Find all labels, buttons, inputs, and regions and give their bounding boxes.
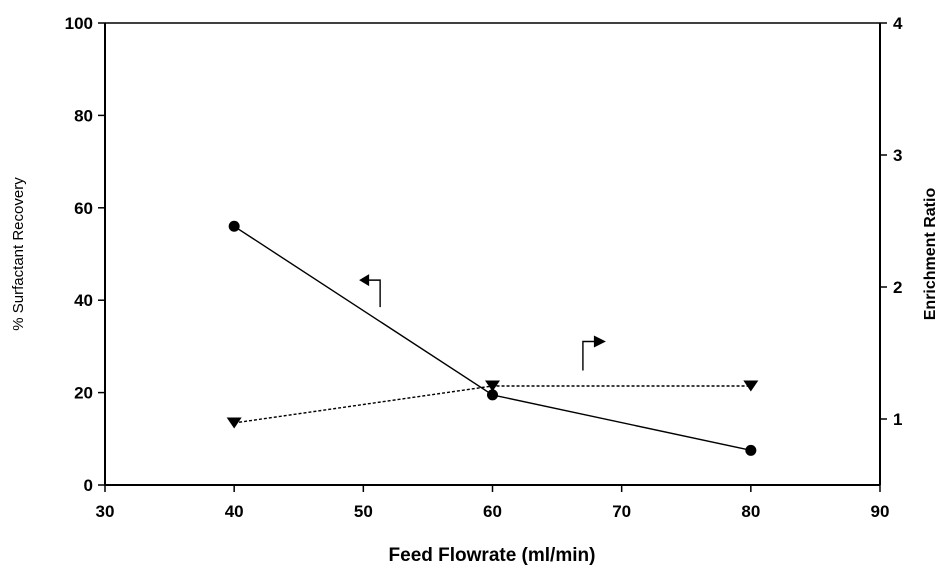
- series-layer: [226, 220, 759, 456]
- data-point-circle: [487, 389, 498, 401]
- annotation-layer: [359, 274, 606, 371]
- x-tick-label: 70: [612, 502, 631, 521]
- data-point-circle: [745, 444, 757, 456]
- arrow-right-head: [593, 335, 606, 348]
- y-axis-left: 0 20 40 60 80 100: [65, 14, 105, 495]
- x-axis: 30 40 50 60 70 80 90: [96, 485, 890, 521]
- x-tick-label: 40: [225, 502, 244, 521]
- arrow-right-shaft: [582, 340, 595, 371]
- y2-tick-label: 3: [893, 146, 902, 165]
- arrow-left-head: [359, 274, 370, 287]
- x-tick-label: 50: [354, 502, 373, 521]
- data-point-circle: [228, 220, 240, 232]
- y2-tick-label: 2: [893, 278, 902, 297]
- y-tick-label: 0: [84, 476, 93, 495]
- data-point-triangle: [485, 380, 500, 392]
- y-tick-label: 40: [74, 291, 93, 310]
- y-axis-right: 1 2 3 4: [880, 14, 903, 429]
- x-tick-label: 30: [96, 502, 115, 521]
- x-tick-label: 80: [741, 502, 760, 521]
- x-tick-label: 60: [483, 502, 502, 521]
- y2-tick-label: 1: [893, 410, 902, 429]
- x-axis-title: Feed Flowrate (ml/min): [389, 545, 596, 566]
- y-axis-left-title: % Surfactant Recovery: [10, 177, 27, 331]
- data-point-triangle: [743, 380, 759, 392]
- y-tick-label: 20: [74, 384, 93, 403]
- series-line-1: [233, 225, 751, 452]
- data-point-triangle: [226, 417, 242, 429]
- y-tick-label: 100: [65, 14, 93, 33]
- y-tick-label: 60: [74, 199, 93, 218]
- plot-frame: [104, 22, 881, 486]
- y-tick-label: 80: [74, 106, 93, 125]
- y-axis-right-title: Enrichment Ratio: [922, 188, 939, 321]
- arrow-left-shaft: [368, 279, 381, 308]
- y2-tick-label: 4: [893, 14, 903, 33]
- x-tick-label: 90: [871, 502, 890, 521]
